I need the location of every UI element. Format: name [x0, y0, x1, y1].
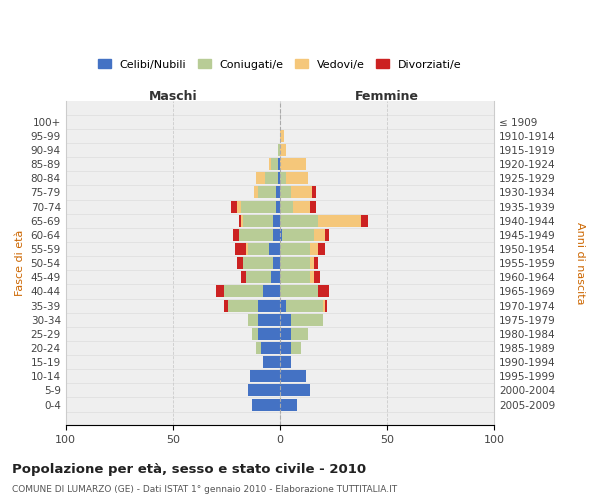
- Bar: [245, 272, 271, 283]
- Bar: [248, 384, 280, 396]
- Text: COMUNE DI LUMARZO (GE) - Dati ISTAT 1° gennaio 2010 - Elaborazione TUTTITALIA.IT: COMUNE DI LUMARZO (GE) - Dati ISTAT 1° g…: [12, 486, 397, 494]
- Bar: [241, 272, 245, 283]
- Bar: [314, 272, 320, 283]
- Bar: [250, 370, 280, 382]
- Bar: [310, 257, 314, 269]
- Bar: [280, 300, 286, 312]
- Bar: [239, 214, 241, 227]
- Bar: [259, 186, 275, 198]
- Bar: [265, 172, 278, 184]
- Bar: [241, 200, 275, 212]
- Bar: [286, 172, 308, 184]
- Text: Maschi: Maschi: [148, 90, 197, 104]
- Bar: [280, 314, 290, 326]
- Bar: [269, 243, 280, 255]
- Bar: [286, 300, 323, 312]
- Bar: [293, 200, 310, 212]
- Bar: [280, 356, 290, 368]
- Text: Popolazione per età, sesso e stato civile - 2010: Popolazione per età, sesso e stato civil…: [12, 462, 366, 475]
- Bar: [319, 214, 361, 227]
- Bar: [323, 300, 325, 312]
- Bar: [275, 186, 280, 198]
- Bar: [314, 257, 319, 269]
- Bar: [252, 328, 259, 340]
- Bar: [280, 384, 310, 396]
- Bar: [325, 229, 329, 241]
- Bar: [282, 229, 314, 241]
- Bar: [280, 229, 282, 241]
- Bar: [245, 243, 248, 255]
- Bar: [280, 398, 297, 410]
- Bar: [274, 229, 280, 241]
- Text: Femmine: Femmine: [355, 90, 419, 104]
- Bar: [280, 342, 290, 354]
- Bar: [263, 356, 280, 368]
- Bar: [244, 257, 274, 269]
- Bar: [224, 286, 263, 298]
- Bar: [263, 286, 280, 298]
- Bar: [235, 243, 245, 255]
- Bar: [280, 286, 319, 298]
- Bar: [278, 158, 280, 170]
- Bar: [259, 300, 280, 312]
- Bar: [280, 243, 310, 255]
- Bar: [280, 328, 290, 340]
- Bar: [280, 144, 286, 156]
- Bar: [274, 257, 280, 269]
- Y-axis label: Anni di nascita: Anni di nascita: [575, 222, 585, 304]
- Bar: [312, 186, 316, 198]
- Bar: [275, 200, 280, 212]
- Bar: [274, 214, 280, 227]
- Bar: [361, 214, 368, 227]
- Bar: [280, 370, 305, 382]
- Bar: [319, 286, 329, 298]
- Bar: [290, 328, 308, 340]
- Bar: [215, 286, 224, 298]
- Bar: [254, 186, 259, 198]
- Bar: [260, 342, 280, 354]
- Bar: [259, 314, 280, 326]
- Bar: [280, 214, 319, 227]
- Bar: [290, 314, 323, 326]
- Bar: [256, 172, 265, 184]
- Bar: [280, 257, 310, 269]
- Bar: [314, 229, 325, 241]
- Bar: [237, 257, 244, 269]
- Bar: [280, 172, 286, 184]
- Bar: [233, 229, 239, 241]
- Bar: [271, 158, 278, 170]
- Bar: [248, 314, 259, 326]
- Bar: [310, 272, 314, 283]
- Legend: Celibi/Nubili, Coniugati/e, Vedovi/e, Divorziati/e: Celibi/Nubili, Coniugati/e, Vedovi/e, Di…: [93, 54, 466, 74]
- Bar: [252, 398, 280, 410]
- Bar: [224, 300, 229, 312]
- Bar: [280, 200, 293, 212]
- Bar: [280, 130, 284, 142]
- Bar: [230, 200, 237, 212]
- Bar: [278, 144, 280, 156]
- Bar: [310, 200, 316, 212]
- Bar: [269, 158, 271, 170]
- Bar: [280, 158, 305, 170]
- Bar: [325, 300, 327, 312]
- Bar: [237, 200, 241, 212]
- Bar: [310, 243, 319, 255]
- Bar: [244, 214, 274, 227]
- Bar: [278, 172, 280, 184]
- Bar: [259, 328, 280, 340]
- Bar: [280, 272, 310, 283]
- Bar: [290, 342, 301, 354]
- Bar: [229, 300, 259, 312]
- Y-axis label: Fasce di età: Fasce di età: [15, 230, 25, 296]
- Bar: [290, 186, 312, 198]
- Bar: [271, 272, 280, 283]
- Bar: [256, 342, 260, 354]
- Bar: [280, 186, 290, 198]
- Bar: [239, 229, 274, 241]
- Bar: [241, 214, 244, 227]
- Bar: [248, 243, 269, 255]
- Bar: [319, 243, 325, 255]
